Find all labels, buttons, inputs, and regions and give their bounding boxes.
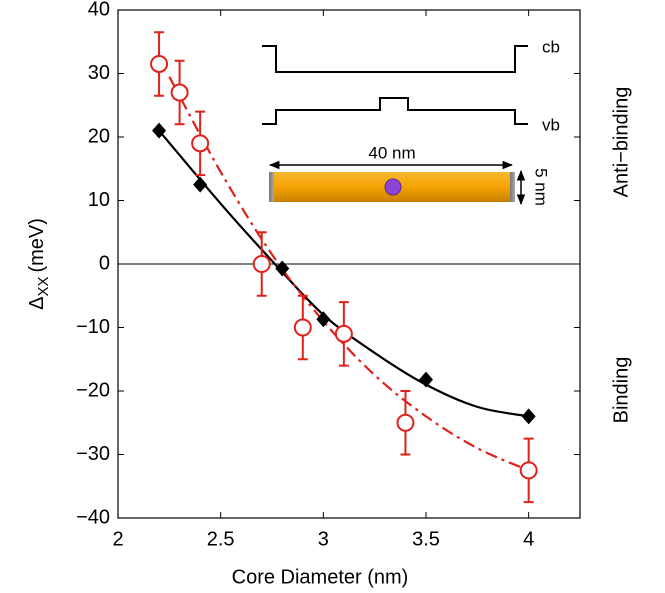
x-axis-label: Core Diameter (nm) xyxy=(232,566,409,588)
side-label: Anti−binding xyxy=(610,87,632,198)
exciton xyxy=(384,178,402,196)
length-label: 40 nm xyxy=(368,143,415,162)
y-tick-label: −30 xyxy=(76,443,110,465)
width-label: 5 nm xyxy=(532,168,551,206)
x-tick-label: 2 xyxy=(112,528,123,550)
diamond-marker xyxy=(521,408,536,425)
diamond-marker xyxy=(316,311,331,328)
y-tick-label: 40 xyxy=(88,0,110,20)
vb-profile xyxy=(262,97,528,125)
y-tick-label: −10 xyxy=(76,316,110,338)
y-axis-label: ΔXX (meV) xyxy=(26,218,52,310)
inset: cb vb 40 nm 5 nm xyxy=(262,37,560,206)
x-tick-label: 2.5 xyxy=(207,528,235,550)
cb-profile xyxy=(262,45,528,73)
y-label-subscript: XX xyxy=(35,277,52,297)
diamond-marker xyxy=(275,260,290,277)
circle-marker xyxy=(252,255,271,273)
vb-label: vb xyxy=(542,115,560,134)
circle-marker xyxy=(293,318,312,337)
circle-marker xyxy=(191,134,210,153)
cb-label: cb xyxy=(542,37,560,56)
rod-end xyxy=(510,172,515,202)
x-tick-label: 4 xyxy=(523,528,534,550)
diamond-marker xyxy=(193,176,208,193)
circle-marker xyxy=(150,54,169,73)
side-label: Binding xyxy=(610,357,632,424)
fit-line xyxy=(158,129,529,418)
y-tick-label: 10 xyxy=(88,189,110,211)
diamond-marker xyxy=(419,371,433,388)
circle-marker xyxy=(396,413,415,432)
rod-end xyxy=(269,172,274,202)
circle-marker xyxy=(519,461,538,480)
y-tick-label: 0 xyxy=(99,252,110,274)
x-tick-label: 3 xyxy=(318,528,329,550)
y-label-symbol: Δ xyxy=(26,297,48,310)
x-tick-label: 3.5 xyxy=(412,528,440,550)
diamond-marker xyxy=(152,122,167,139)
y-label-unit: (meV) xyxy=(26,218,48,272)
plot-area: 2 2.5 3 3.5 4 −40 −30 −20 −10 0 10 20 30 40 xyxy=(76,0,581,550)
y-tick-label: −40 xyxy=(76,506,110,528)
y-tick-label: 20 xyxy=(88,125,110,147)
y-tick-label: −20 xyxy=(76,379,110,401)
fit-line xyxy=(168,76,530,472)
circle-marker xyxy=(170,83,189,102)
circle-marker xyxy=(334,324,353,343)
y-tick-label: 30 xyxy=(88,62,110,84)
